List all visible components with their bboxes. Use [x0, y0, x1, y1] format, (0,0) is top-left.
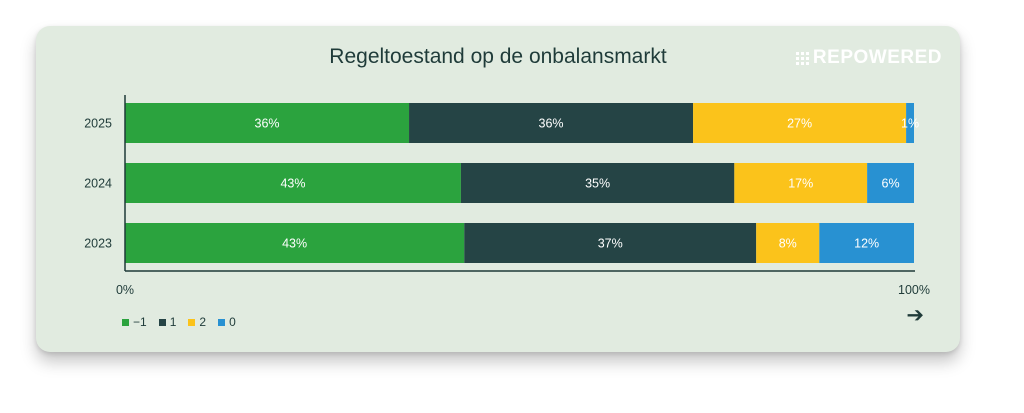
- legend-swatch: [158, 318, 166, 326]
- x-tick-label: 0%: [116, 283, 134, 297]
- legend-item: −1: [122, 315, 147, 329]
- data-label: 36%: [539, 117, 564, 131]
- legend-swatch: [188, 318, 196, 326]
- data-label: 6%: [882, 177, 900, 191]
- bar-segment: [409, 103, 694, 143]
- legend-item: 2: [188, 315, 206, 329]
- data-label: 17%: [788, 177, 813, 191]
- bar-segment: [693, 103, 907, 143]
- data-label: 36%: [255, 117, 280, 131]
- legend-label: −1: [133, 315, 147, 329]
- data-label: 35%: [585, 177, 610, 191]
- stacked-bar-chart: 2025 36% 36% 27% 1% 2024 43% 35% 17% 6% 2023 43% 37%…: [84, 95, 930, 297]
- data-label: 43%: [280, 177, 305, 191]
- x-tick-label: 100%: [898, 283, 930, 297]
- bar-segment: [867, 163, 914, 203]
- bar-segment: [819, 223, 914, 263]
- data-label: 27%: [787, 117, 812, 131]
- data-label: 43%: [282, 237, 307, 251]
- category-label: 2023: [84, 237, 112, 251]
- data-label: 1%: [901, 117, 919, 131]
- legend-label: 1: [169, 315, 177, 329]
- category-label: 2024: [84, 177, 112, 191]
- legend-label: 0: [229, 315, 236, 329]
- data-label: 37%: [598, 237, 623, 251]
- bar-segment: [125, 223, 465, 263]
- logo-grid-icon: [795, 51, 809, 65]
- legend-label: 2: [199, 315, 207, 329]
- legend-item: 0: [218, 315, 236, 329]
- bar-segment: [734, 163, 868, 203]
- logo-text: REPOWERED: [812, 47, 942, 68]
- bar-segment: [906, 103, 914, 143]
- data-label: 8%: [779, 237, 797, 251]
- legend-swatch: [122, 318, 129, 326]
- chart-card: Regeltoestand op de onbalansmarkt REPOWE…: [36, 26, 960, 352]
- legend-swatch: [218, 318, 226, 326]
- legend-item: 1: [158, 315, 177, 329]
- arrow-right-icon[interactable]: ➔: [906, 304, 924, 327]
- brand-logo: REPOWERED: [795, 47, 942, 69]
- bar-segment: [460, 163, 735, 203]
- chart-title: Regeltoestand op de onbalansmarkt: [329, 45, 667, 68]
- category-label: 2025: [84, 117, 112, 131]
- bar-segment: [125, 103, 410, 143]
- data-label: 12%: [854, 237, 879, 251]
- bar-segment: [464, 223, 757, 263]
- bar-segment: [125, 163, 461, 203]
- bar-segment: [756, 223, 820, 263]
- chart-legend: −1 1 2 0: [122, 315, 236, 329]
